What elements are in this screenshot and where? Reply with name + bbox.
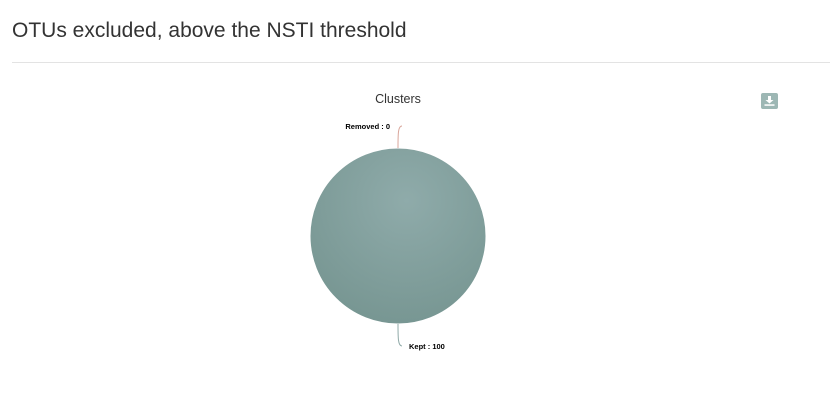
pie-slices [309, 147, 487, 325]
download-icon [764, 96, 775, 106]
chart-container: Clusters Removed : 0 Kept : 100 [0, 70, 830, 390]
pie-connector-removed [397, 125, 403, 149]
pie-slice-kept[interactable] [309, 147, 487, 325]
pie-connector-kept [397, 323, 403, 347]
pie-labels: Removed : 0 Kept : 100 [345, 122, 444, 351]
pie-label-removed: Removed : 0 [345, 122, 390, 131]
title-divider [12, 62, 830, 63]
page-title: OTUs excluded, above the NSTI threshold [12, 19, 407, 42]
pie-label-kept: Kept : 100 [409, 342, 445, 351]
pie-chart: Clusters Removed : 0 Kept : 100 [309, 92, 487, 351]
download-button[interactable] [761, 93, 778, 109]
pie-label-connectors [397, 125, 403, 347]
chart-title: Clusters [375, 92, 421, 106]
